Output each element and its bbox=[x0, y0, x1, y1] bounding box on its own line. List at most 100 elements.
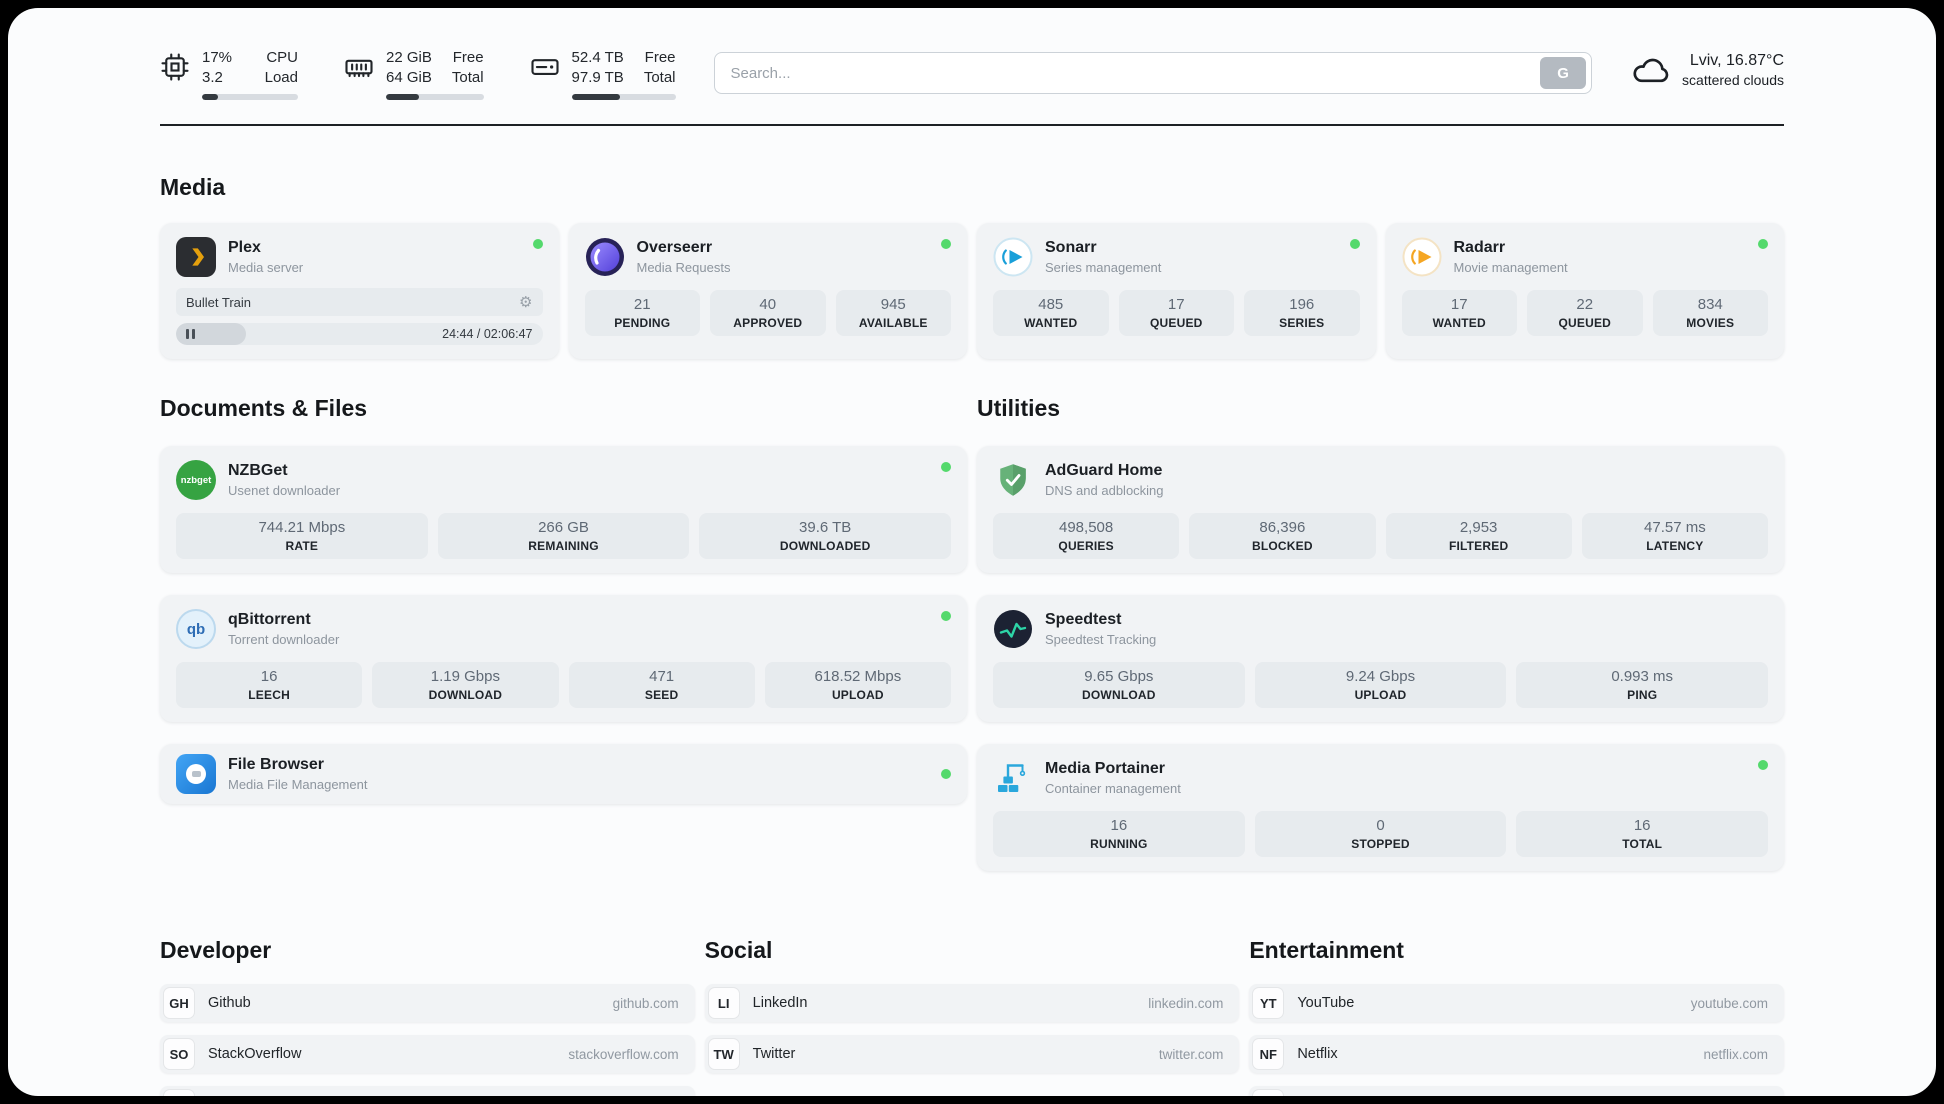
app-subtitle: Container management bbox=[1045, 781, 1181, 796]
ram-monitor: 22 GiB 64 GiB Free Total bbox=[344, 48, 484, 100]
playback-progress-bar[interactable]: 24:44 / 02:06:47 bbox=[176, 323, 543, 345]
cpu-label: CPU bbox=[266, 49, 298, 66]
radarr-icon bbox=[1402, 237, 1442, 277]
bookmark-twitter[interactable]: TW Twitter twitter.com bbox=[704, 1035, 1240, 1073]
stat-label: LEECH bbox=[248, 688, 290, 702]
bookmark-stackoverflow[interactable]: SO StackOverflow stackoverflow.com bbox=[160, 1035, 695, 1073]
bookmark-abbr: RE bbox=[1253, 1090, 1284, 1096]
stat-value: 485 bbox=[1038, 296, 1064, 313]
bookmark-abbr: GH bbox=[164, 988, 194, 1018]
app-subtitle: Media server bbox=[228, 260, 304, 275]
bookmark-url: github.com bbox=[612, 995, 679, 1011]
app-card-nzbget[interactable]: nzbget NZBGet Usenet downloader 744.21 M… bbox=[160, 446, 967, 573]
stat-value: 9.65 Gbps bbox=[1084, 668, 1154, 685]
stat-value: 17 bbox=[1450, 296, 1468, 313]
stat-box: 21 PENDING bbox=[584, 290, 700, 336]
app-card-adguard[interactable]: AdGuard Home DNS and adblocking 498,508 … bbox=[977, 446, 1784, 573]
stat-value: 834 bbox=[1697, 296, 1723, 313]
section-title-social: Social bbox=[704, 937, 773, 963]
bookmark-dev[interactable]: DT DEV dev.to bbox=[160, 1086, 695, 1096]
bookmark-url: stackoverflow.com bbox=[568, 1046, 679, 1062]
app-card-radarr[interactable]: Radarr Movie management 17 WANTED 22 QUE… bbox=[1385, 223, 1784, 359]
system-monitors: 17% 3.2 CPU Load bbox=[160, 48, 676, 100]
status-dot bbox=[941, 611, 951, 621]
stat-value: 16 bbox=[1633, 817, 1651, 834]
now-playing-row: Bullet Train ⚙ bbox=[176, 288, 543, 316]
stat-value: 744.21 Mbps bbox=[258, 519, 346, 536]
bookmark-url: netflix.com bbox=[1703, 1046, 1768, 1062]
search-engine-button[interactable]: G bbox=[1540, 57, 1587, 89]
stat-label: FILTERED bbox=[1448, 539, 1509, 553]
cpu-load-value: 3.2 bbox=[202, 68, 223, 86]
stat-label: LATENCY bbox=[1646, 539, 1704, 553]
ram-free-value: 22 GiB bbox=[386, 49, 432, 66]
stat-value: 196 bbox=[1289, 296, 1315, 313]
stat-box: 196 SERIES bbox=[1244, 290, 1360, 336]
stat-label: REMAINING bbox=[528, 539, 599, 553]
app-name: Speedtest bbox=[1045, 611, 1122, 628]
bookmark-youtube[interactable]: YT YouTube youtube.com bbox=[1249, 984, 1784, 1022]
gear-icon[interactable]: ⚙ bbox=[519, 293, 533, 311]
status-dot bbox=[941, 462, 951, 472]
stat-value: 0 bbox=[1376, 817, 1385, 834]
bookmark-url: linkedin.com bbox=[1148, 995, 1224, 1011]
now-playing-title: Bullet Train bbox=[186, 294, 252, 310]
app-subtitle: Usenet downloader bbox=[228, 483, 341, 498]
stat-label: APPROVED bbox=[733, 316, 803, 330]
stat-value: 0.993 ms bbox=[1611, 668, 1674, 685]
bookmark-reddit[interactable]: RE Reddit reddit.com bbox=[1249, 1086, 1784, 1096]
stat-box: 2,953 FILTERED bbox=[1385, 513, 1572, 559]
stat-label: DOWNLOAD bbox=[428, 688, 503, 702]
stat-value: 40 bbox=[759, 296, 777, 313]
stat-box: 834 MOVIES bbox=[1652, 290, 1768, 336]
app-card-plex[interactable]: Plex Media server Bullet Train ⚙ 24:44 /… bbox=[160, 223, 559, 359]
stat-label: DOWNLOAD bbox=[1082, 688, 1156, 702]
bookmark-linkedin[interactable]: LI LinkedIn linkedin.com bbox=[704, 984, 1240, 1022]
weather-widget: Lviv, 16.87°C scattered clouds bbox=[1630, 50, 1784, 90]
section-title-utilities: Utilities bbox=[977, 395, 1061, 421]
ram-icon bbox=[344, 52, 374, 82]
search-input[interactable] bbox=[730, 64, 1541, 82]
cpu-icon bbox=[160, 52, 190, 82]
app-subtitle: Speedtest Tracking bbox=[1045, 632, 1157, 647]
disk-free-value: 52.4 TB bbox=[571, 49, 624, 66]
portainer-icon bbox=[993, 758, 1033, 798]
bookmark-abbr: TW bbox=[708, 1039, 739, 1069]
app-card-filebrowser[interactable]: File Browser Media File Management bbox=[160, 744, 967, 804]
section-title-media: Media bbox=[160, 174, 226, 200]
bookmark-url: youtube.com bbox=[1690, 995, 1768, 1011]
stat-box: 9.24 Gbps UPLOAD bbox=[1254, 662, 1507, 708]
ram-total-value: 64 GiB bbox=[386, 68, 432, 86]
stat-box: 945 AVAILABLE bbox=[835, 290, 951, 336]
cpu-load-label: Load bbox=[264, 68, 298, 86]
status-dot bbox=[941, 769, 951, 779]
cpu-progress-fill bbox=[202, 94, 219, 100]
bookmark-github[interactable]: GH Github github.com bbox=[160, 984, 695, 1022]
weather-condition: scattered clouds bbox=[1682, 72, 1784, 88]
stat-box: 485 WANTED bbox=[993, 290, 1109, 336]
app-card-overseerr[interactable]: Overseerr Media Requests 21 PENDING 40 A… bbox=[568, 223, 967, 359]
bookmark-abbr: YT bbox=[1253, 988, 1284, 1018]
app-card-qbittorrent[interactable]: qb qBittorrent Torrent downloader 16 LEE… bbox=[160, 595, 967, 722]
app-subtitle: Media Requests bbox=[636, 260, 731, 275]
disk-icon bbox=[530, 52, 560, 82]
filebrowser-icon bbox=[176, 754, 216, 794]
stat-label: PENDING bbox=[614, 316, 671, 330]
app-card-sonarr[interactable]: Sonarr Series management 485 WANTED 17 Q… bbox=[977, 223, 1376, 359]
stat-box: 471 SEED bbox=[568, 662, 755, 708]
stat-label: QUERIES bbox=[1058, 539, 1114, 553]
pause-icon[interactable] bbox=[186, 329, 195, 339]
stat-label: SEED bbox=[644, 688, 679, 702]
disk-monitor: 52.4 TB 97.9 TB Free Total bbox=[530, 48, 676, 100]
stat-box: 266 GB REMAINING bbox=[437, 513, 690, 559]
disk-progress-bar bbox=[571, 94, 676, 100]
app-card-speedtest[interactable]: Speedtest Speedtest Tracking 9.65 Gbps D… bbox=[977, 595, 1784, 722]
app-card-portainer[interactable]: Media Portainer Container management 16 … bbox=[977, 744, 1784, 871]
cloud-icon bbox=[1630, 50, 1670, 90]
bookmark-url: twitter.com bbox=[1158, 1046, 1224, 1062]
stat-box: 16 LEECH bbox=[176, 662, 363, 708]
stat-box: 86,396 BLOCKED bbox=[1189, 513, 1376, 559]
cpu-monitor: 17% 3.2 CPU Load bbox=[160, 48, 298, 100]
bookmark-netflix[interactable]: NF Netflix netflix.com bbox=[1249, 1035, 1784, 1073]
stat-box: 17 QUEUED bbox=[1118, 290, 1234, 336]
